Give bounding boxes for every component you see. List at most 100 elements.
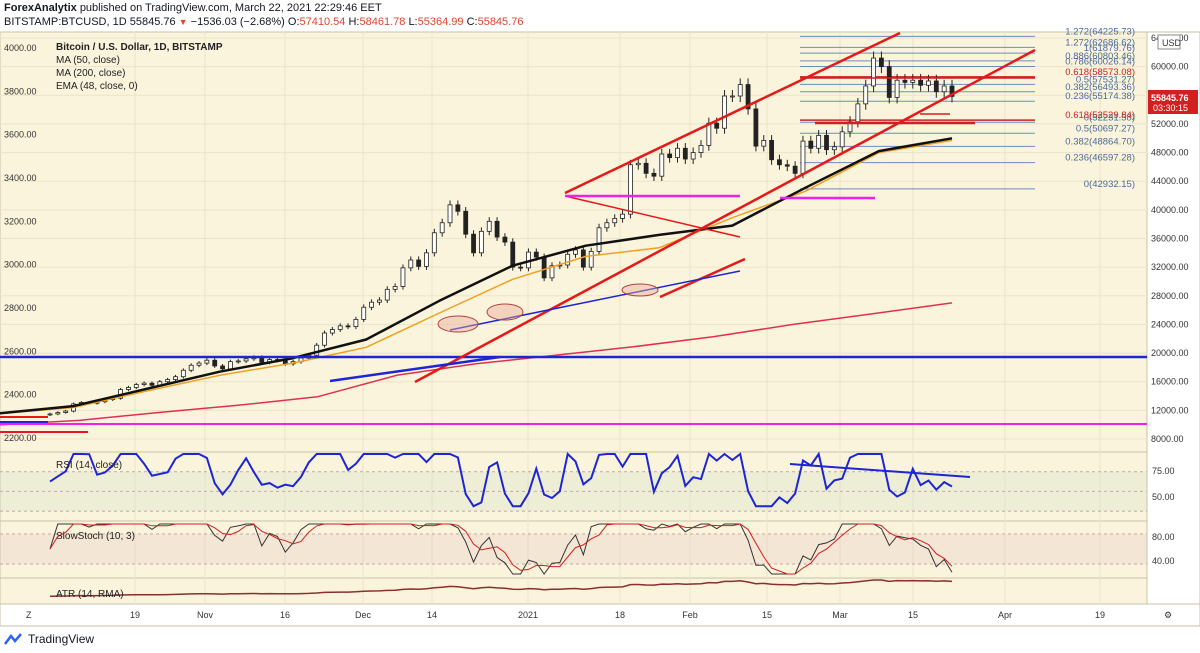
x-axis-ticks: 19 Nov 16 Dec 14 2021 18 Feb 15 Mar 15 Apr 19 <box>130 610 1105 620</box>
candle-body <box>377 299 382 303</box>
moving-averages <box>0 137 953 415</box>
candle-body <box>212 359 218 367</box>
candle-body <box>204 359 210 364</box>
left-axis-ticks: 4000.00 3800.00 3600.00 3400.00 3200.00 3000.… <box>4 43 37 443</box>
triangle-upper <box>564 195 741 238</box>
fib-label: 0(42932.15) <box>1084 179 1135 190</box>
candle-body <box>165 379 171 383</box>
chart-legend: Bitcoin / U.S. Dollar, 1D, BITSTAMP MA (… <box>56 42 223 92</box>
right-tick: 60000.00 <box>1151 62 1189 72</box>
candle-body <box>635 162 641 166</box>
right-tick: 28000.00 <box>1151 291 1189 301</box>
down-arrow-icon: ▼ <box>178 17 188 27</box>
blue-support-dec <box>329 355 501 383</box>
candle-body <box>180 369 186 378</box>
candle-body <box>565 253 571 266</box>
stoch-tick-40: 40.00 <box>1152 556 1175 566</box>
right-tick: 52000.00 <box>1151 119 1189 129</box>
close-label: C: <box>466 16 478 28</box>
countdown-label: 03:30:15 <box>1153 103 1188 113</box>
settings-icon[interactable]: ⚙ <box>1164 610 1172 620</box>
candle-body <box>220 365 225 370</box>
candle-body <box>47 413 53 416</box>
candle-body <box>871 57 876 87</box>
published-text: published on TradingView.com, March 22, … <box>79 2 382 14</box>
blue-support-jan <box>449 270 741 331</box>
rsi-band <box>0 471 1147 512</box>
left-tick: 2400.00 <box>4 390 37 400</box>
right-tick: 32000.00 <box>1151 262 1189 272</box>
tradingview-brand: TradingView <box>28 632 95 646</box>
left-tick: 3200.00 <box>4 216 37 226</box>
right-tick: 40000.00 <box>1151 205 1189 215</box>
candle-body <box>753 108 759 147</box>
candle-body <box>949 85 955 97</box>
ma50-line <box>0 137 953 415</box>
candle-body <box>910 79 916 83</box>
candle-body <box>580 249 586 268</box>
close-value: 55845.76 <box>477 16 524 28</box>
left-tick: 3800.00 <box>4 86 37 96</box>
x-tick: 18 <box>615 610 625 620</box>
fib-label: 0.886(60803.46) <box>1065 51 1135 62</box>
candle-body <box>596 227 602 252</box>
candle-body <box>463 210 469 235</box>
ohlc-bar: BITSTAMP:BTCUSD, 1D 55845.76 ▼ −1536.03 … <box>4 16 523 28</box>
candle-body <box>706 122 712 146</box>
candle-body <box>384 288 390 301</box>
fib-label: 0.618(52529.84) <box>1065 110 1135 121</box>
candle-body <box>926 80 931 86</box>
timezone-icon[interactable]: Z <box>26 610 32 620</box>
right-tick: 48000.00 <box>1151 148 1189 158</box>
candle-body <box>533 251 539 258</box>
candle-body <box>675 147 680 158</box>
candle-body <box>400 267 406 287</box>
candle-body <box>855 103 861 123</box>
fib-label: 0.382(56493.36) <box>1065 82 1135 93</box>
candle-body <box>879 57 884 68</box>
candle-body <box>761 139 767 147</box>
candle-body <box>651 172 657 177</box>
publisher-name[interactable]: ForexAnalytix <box>4 2 77 14</box>
fib-retracements: 1.272(64225.73)1.272(62686.62)1(61879.76… <box>800 26 1135 190</box>
candle-body <box>369 301 374 308</box>
last-price: 55845.76 <box>129 16 176 28</box>
fib-label: 0.786(60026.14) <box>1065 56 1135 67</box>
candle-body <box>792 165 798 174</box>
legend-ma200: MA (200, close) <box>56 68 125 79</box>
right-price-axis[interactable] <box>1146 31 1200 605</box>
right-tick: 16000.00 <box>1151 377 1189 387</box>
right-tick: 12000.00 <box>1151 405 1189 415</box>
atr-indicator <box>49 579 953 597</box>
fib-label: 1(61879.76) <box>1084 43 1135 54</box>
x-tick: 2021 <box>518 610 538 620</box>
stoch-tick-80: 80.00 <box>1152 532 1175 542</box>
right-tick: 44000.00 <box>1151 176 1189 186</box>
candle-body <box>494 220 500 238</box>
candle-body <box>816 134 822 149</box>
candle-body <box>573 249 578 255</box>
left-tick: 3400.00 <box>4 173 37 183</box>
candle-body <box>502 236 508 243</box>
usd-badge[interactable] <box>1157 34 1181 50</box>
candle-body <box>416 259 422 267</box>
stoch-indicator <box>0 523 1147 575</box>
candle-body <box>737 84 743 97</box>
fib-label: 0.382(48864.70) <box>1065 136 1135 147</box>
candle-body <box>941 85 947 93</box>
left-tick: 2200.00 <box>4 433 37 443</box>
right-tick: 24000.00 <box>1151 319 1189 329</box>
tradingview-logo[interactable]: TradingView <box>4 632 94 646</box>
low-value: 55364.99 <box>417 16 464 28</box>
candle-body <box>831 146 837 151</box>
stoch-band <box>0 534 1147 564</box>
open-value: 57410.54 <box>299 16 346 28</box>
time-axis[interactable] <box>0 603 1200 627</box>
fib-label: 0.236(46597.28) <box>1065 153 1135 164</box>
atr-pane[interactable] <box>0 577 1148 605</box>
candle-body <box>628 164 633 215</box>
x-tick: Mar <box>832 610 848 620</box>
fib-label: 1.272(64225.73) <box>1065 26 1135 37</box>
candle-body <box>408 259 414 269</box>
